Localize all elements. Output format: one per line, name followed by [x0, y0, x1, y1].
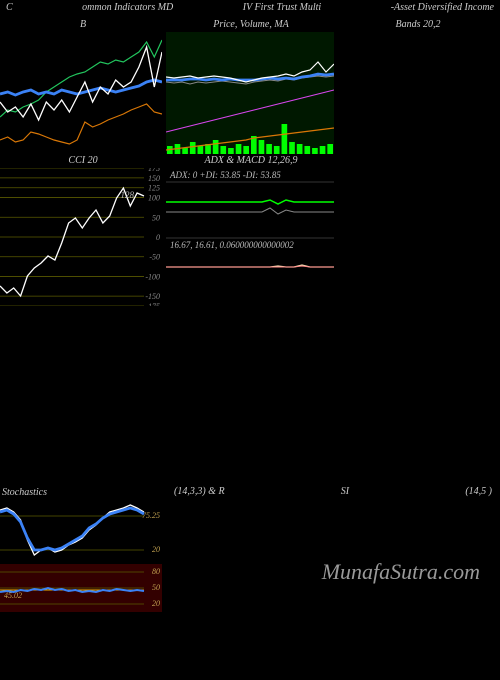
- svg-text:20: 20: [152, 599, 160, 608]
- svg-text:150: 150: [148, 174, 160, 183]
- stoch-chart: 75.25 20: [0, 500, 162, 564]
- watermark: MunafaSutra.com: [322, 559, 480, 585]
- hdr-mid2: IV First Trust Multi: [243, 2, 321, 16]
- price-title: Price, Volume, MA: [166, 18, 336, 32]
- svg-text:20: 20: [152, 545, 160, 554]
- bands-right-title: Bands 20,2: [336, 18, 500, 154]
- svg-text:50: 50: [152, 213, 160, 222]
- rsi-chart: 805045.0220: [0, 564, 162, 612]
- price-panel: Price, Volume, MA: [166, 18, 336, 154]
- stoch-params-right: (14,5 ): [465, 486, 492, 497]
- hdr-right: -Asset Diversified Income: [391, 2, 494, 16]
- svg-text:100: 100: [148, 194, 160, 203]
- cci-chart: 175150125100 50 0 -50 -100 -150-175 128: [0, 168, 162, 306]
- stoch-params-mid: (14,3,3) & R: [174, 486, 225, 497]
- page-header: C ommon Indicators MD IV First Trust Mul…: [0, 0, 500, 18]
- svg-text:ADX: 0 +DI: 53.85 -DI: 53.85: ADX: 0 +DI: 53.85 -DI: 53.85: [169, 170, 281, 180]
- adx-chart: ADX: 0 +DI: 53.85 -DI: 53.85 16.67, 16.61…: [166, 168, 334, 306]
- cci-title: CCI 20: [0, 154, 166, 168]
- svg-text:-100: -100: [145, 272, 160, 281]
- svg-text:80: 80: [152, 567, 160, 576]
- svg-text:0: 0: [156, 233, 160, 242]
- price-chart: [166, 32, 334, 154]
- svg-text:-50: -50: [149, 253, 160, 262]
- bbands-chart: [0, 32, 162, 154]
- svg-text:128: 128: [121, 190, 135, 200]
- adx-panel: ADX & MACD 12,26,9 ADX: 0 +DI: 53.85 -DI…: [166, 154, 336, 306]
- bbands-panel: B: [0, 18, 166, 154]
- svg-text:175: 175: [148, 168, 160, 173]
- svg-text:-150: -150: [145, 292, 160, 301]
- stoch-params-si: SI: [341, 486, 349, 497]
- cci-panel: CCI 20 175150125100 50 0 -50 -100 -150-175 128: [0, 154, 166, 306]
- svg-text:75.25: 75.25: [142, 511, 160, 520]
- svg-text:125: 125: [148, 184, 160, 193]
- hdr-mid1: ommon Indicators MD: [82, 2, 173, 16]
- hdr-left: C: [6, 2, 13, 16]
- svg-text:16.67, 16.61, 0.06000000000000: 16.67, 16.61, 0.060000000000002: [170, 240, 294, 250]
- adx-title: ADX & MACD 12,26,9: [166, 154, 336, 168]
- svg-text:50: 50: [152, 583, 160, 592]
- bbands-title: B: [0, 18, 166, 32]
- stoch-title: Stochastics: [2, 486, 47, 500]
- svg-text:-175: -175: [145, 302, 160, 306]
- stoch-panel: Stochastics 75.2520 805045.0220: [0, 486, 166, 612]
